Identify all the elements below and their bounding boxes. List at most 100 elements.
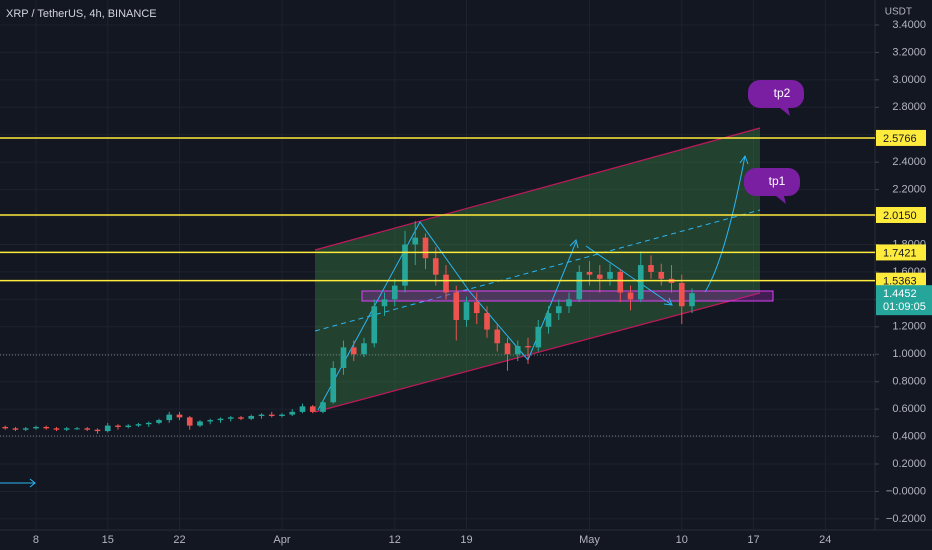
candle-body (555, 306, 562, 314)
candle-body (279, 414, 285, 416)
path-arrow (585, 245, 673, 306)
callout (748, 80, 804, 116)
candle-body (514, 346, 521, 355)
candle-body (617, 271, 624, 293)
candle-body (422, 237, 429, 259)
candle-body (525, 346, 531, 348)
x-tick-label: Apr (273, 534, 290, 546)
candle-body (176, 414, 183, 418)
candle-body (84, 428, 91, 430)
candle-body (2, 426, 9, 429)
candle-body (586, 271, 593, 275)
candle-body (463, 302, 470, 320)
candle-body (658, 271, 665, 279)
level-label: 1.7421 (883, 247, 917, 259)
x-tick-label: 17 (747, 534, 759, 546)
path-arrow (317, 221, 577, 411)
candle-body (545, 313, 552, 327)
candle-body (186, 417, 193, 426)
candle-body (637, 265, 644, 300)
level-label: 2.0150 (883, 210, 917, 222)
channel-top (314, 127, 761, 251)
candle-body (104, 425, 111, 432)
y-tick-label: 3.2000 (892, 46, 926, 58)
candle-body (535, 326, 542, 348)
candle-body (258, 414, 265, 416)
candle-body (340, 347, 347, 368)
arrow-head (663, 297, 673, 306)
candle-body (494, 329, 501, 344)
candle-body (432, 258, 439, 275)
level-label: 1.5363 (883, 276, 917, 288)
candle-body (135, 424, 142, 426)
candle-body (125, 425, 132, 427)
candle-body (53, 428, 60, 430)
countdown: 01:09:05 (883, 301, 926, 313)
candle-body (238, 417, 244, 419)
x-tick-label: May (579, 534, 600, 546)
y-tick-label: 0.4000 (892, 430, 926, 442)
y-tick-label: 0.6000 (892, 403, 926, 415)
candle-body (443, 274, 449, 293)
candle-body (566, 299, 572, 307)
candle-body (289, 411, 296, 415)
y-tick-label: 1.2000 (892, 321, 926, 333)
level-label-box (876, 129, 926, 146)
candle-body (227, 417, 234, 419)
candle-body (402, 244, 408, 286)
candle-body (197, 421, 203, 426)
x-tick-label: 15 (102, 534, 114, 546)
y-tick-label: −0.0000 (886, 485, 926, 497)
currency: USDT (885, 7, 912, 18)
candle-body (607, 271, 613, 279)
candle-body (320, 402, 326, 412)
price-label: 1.4452 (883, 288, 917, 300)
annotation: tp2 (774, 86, 791, 100)
x-tick-label: 10 (676, 534, 688, 546)
candle-body (22, 428, 29, 430)
candle-body (268, 414, 275, 416)
channel-fill (315, 128, 760, 412)
annotation: tp1 (769, 174, 786, 188)
channel-mid (314, 209, 761, 332)
candle-body (217, 418, 224, 421)
candle-body (648, 265, 654, 272)
callout (744, 168, 800, 204)
candle-body (484, 313, 490, 330)
candle-body (309, 406, 316, 412)
arrow-head (739, 154, 749, 165)
candle-body (33, 426, 39, 429)
candle-body (596, 274, 603, 279)
y-tick-label: 2.2000 (892, 184, 926, 196)
candle-body (299, 406, 306, 412)
arrow-head (29, 478, 36, 488)
y-tick-label: 3.4000 (892, 19, 926, 31)
x-tick-label: 19 (460, 534, 472, 546)
candle-body (381, 299, 388, 307)
candle-body (412, 237, 419, 245)
y-tick-label: 2.8000 (892, 101, 926, 113)
x-tick-label: 8 (33, 534, 39, 546)
candle-body (391, 285, 398, 300)
candle-body (330, 367, 337, 403)
x-tick-label: 24 (819, 534, 831, 546)
candle-body (74, 428, 80, 430)
candle-body (576, 271, 583, 300)
candle-body (678, 282, 685, 307)
candle-body (361, 343, 367, 355)
y-tick-label: 0.8000 (892, 376, 926, 388)
channel-bottom (314, 292, 761, 413)
path-arrow (704, 155, 746, 293)
candle-body (350, 347, 357, 355)
x-tick-label: 22 (173, 534, 185, 546)
arrow-head (569, 239, 579, 249)
candle-body (689, 293, 695, 307)
candle-body (371, 306, 378, 344)
level-label-box (876, 244, 926, 261)
chart-title: XRP / TetherUS, 4h, BINANCE (6, 8, 157, 20)
candle-body (207, 420, 214, 422)
candle-body (115, 425, 121, 427)
candle-body (248, 415, 255, 419)
